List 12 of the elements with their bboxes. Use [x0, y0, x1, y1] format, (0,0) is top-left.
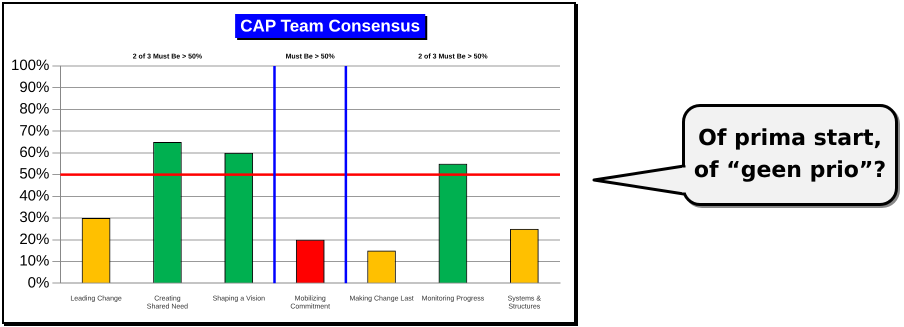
y-tick-label: 60%: [19, 144, 50, 162]
y-tick-label: 70%: [19, 122, 50, 140]
y-tick-label: 30%: [19, 209, 50, 226]
chart-title: CAP Team Consensus: [240, 16, 420, 36]
y-tick-label: 100%: [10, 57, 50, 74]
y-tick-label: 0%: [28, 274, 50, 292]
y-tick-label: 80%: [19, 100, 50, 118]
y-tick-label: 20%: [19, 230, 50, 248]
y-tick-label: 40%: [19, 187, 50, 204]
y-tick-label: 50%: [19, 166, 50, 183]
y-tick-label: 90%: [19, 78, 50, 96]
y-tick-label: 10%: [19, 252, 50, 270]
